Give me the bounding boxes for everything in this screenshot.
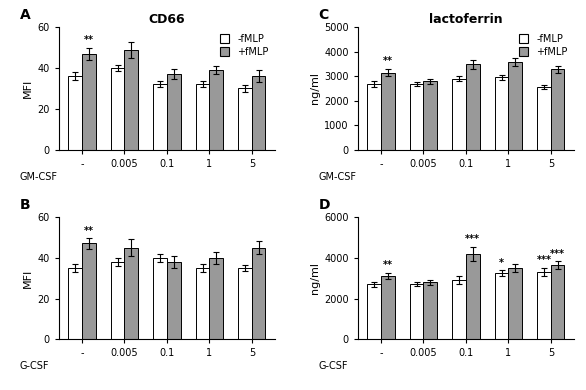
Title: lactoferrin: lactoferrin [429, 13, 503, 26]
Text: **: ** [383, 57, 393, 66]
Text: *: * [499, 257, 504, 268]
Y-axis label: ng/ml: ng/ml [310, 73, 320, 105]
Text: ***: *** [537, 255, 551, 266]
Bar [367, 83, 381, 150]
Text: C: C [319, 9, 329, 22]
Bar [537, 272, 551, 339]
Bar [82, 243, 96, 339]
Bar [82, 54, 96, 150]
Text: **: ** [383, 261, 393, 270]
Bar [495, 78, 509, 150]
Bar [367, 284, 381, 339]
Bar [495, 273, 509, 339]
Bar [466, 254, 479, 339]
Text: GM-CSF: GM-CSF [19, 172, 57, 182]
Bar [452, 79, 466, 150]
Text: **: ** [84, 35, 94, 45]
Bar [154, 84, 167, 150]
Bar [424, 81, 437, 150]
Bar [537, 87, 551, 150]
Text: ***: *** [465, 234, 481, 244]
Legend: -fMLP, +fMLP: -fMLP, +fMLP [517, 32, 570, 59]
Bar [154, 258, 167, 339]
Bar [239, 268, 252, 339]
Bar [167, 262, 180, 339]
Bar [69, 268, 82, 339]
Y-axis label: ng/ml: ng/ml [310, 262, 320, 294]
Bar [69, 76, 82, 150]
Text: **: ** [84, 226, 94, 236]
Bar [509, 268, 522, 339]
Text: G-CSF: G-CSF [319, 361, 348, 371]
Bar [252, 76, 265, 150]
Bar [424, 282, 437, 339]
Bar [466, 64, 479, 150]
Bar [196, 84, 209, 150]
Text: B: B [19, 198, 30, 212]
Bar [111, 68, 124, 150]
Y-axis label: MFI: MFI [23, 268, 33, 288]
Bar [551, 265, 564, 339]
Bar [209, 70, 223, 150]
Text: D: D [319, 198, 330, 212]
Bar [239, 89, 252, 150]
Bar [452, 280, 466, 339]
Text: GM-CSF: GM-CSF [319, 172, 357, 182]
Bar [381, 276, 394, 339]
Legend: -fMLP, +fMLP: -fMLP, +fMLP [217, 32, 270, 59]
Bar [381, 73, 394, 150]
Bar [509, 62, 522, 150]
Y-axis label: MFI: MFI [23, 79, 33, 98]
Text: ***: *** [550, 249, 565, 259]
Bar [196, 268, 209, 339]
Bar [209, 258, 223, 339]
Bar [111, 262, 124, 339]
Text: G-CSF: G-CSF [19, 361, 49, 371]
Text: A: A [19, 9, 30, 22]
Title: CD66: CD66 [149, 13, 185, 26]
Bar [551, 69, 564, 150]
Bar [124, 50, 138, 150]
Bar [124, 248, 138, 339]
Bar [410, 83, 424, 150]
Bar [410, 284, 424, 339]
Bar [252, 248, 265, 339]
Bar [167, 74, 180, 150]
